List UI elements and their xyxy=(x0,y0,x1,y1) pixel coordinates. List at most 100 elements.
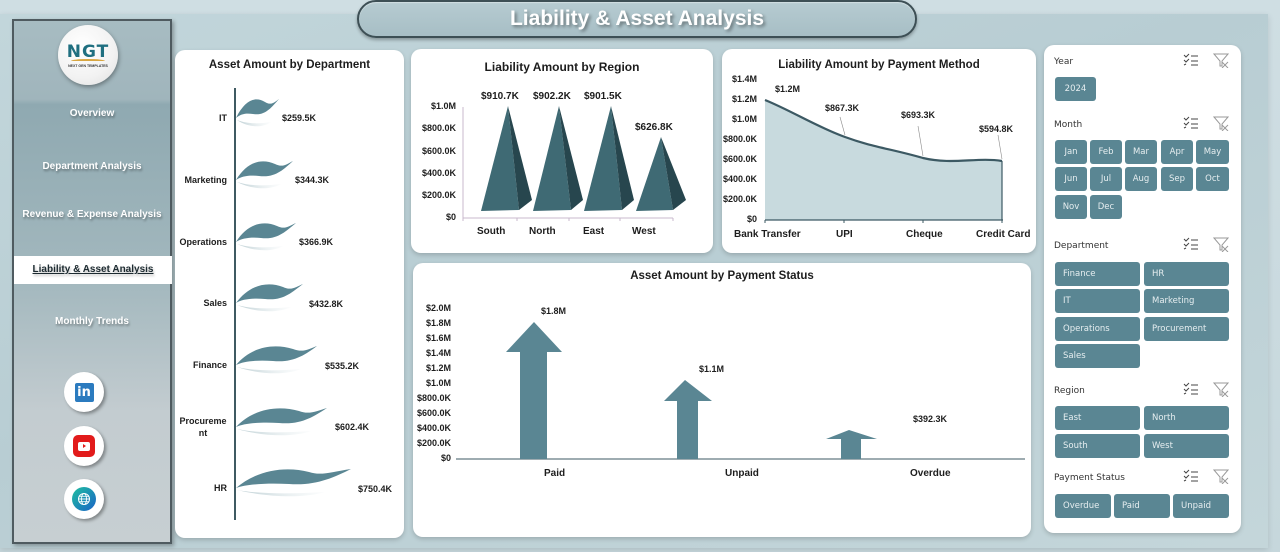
x-tick: Bank Transfer xyxy=(734,229,801,240)
filter-month-nov[interactable]: Nov xyxy=(1055,195,1087,219)
y-tick: $800.0K xyxy=(722,134,757,144)
filter-month-oct[interactable]: Oct xyxy=(1196,167,1229,191)
y-tick: $800.0K xyxy=(421,123,456,133)
filter-status-overdue[interactable]: Overdue xyxy=(1055,494,1111,518)
linkedin-icon: in xyxy=(74,382,94,402)
filter-region-east[interactable]: East xyxy=(1055,406,1140,430)
filter-department-finance[interactable]: Finance xyxy=(1055,262,1140,286)
filter-year-2024[interactable]: 2024 xyxy=(1055,77,1096,101)
category-label: Finance xyxy=(192,360,227,370)
filter-region-north[interactable]: North xyxy=(1144,406,1229,430)
filter-month-sep[interactable]: Sep xyxy=(1161,167,1193,191)
nav-overview[interactable]: Overview xyxy=(69,108,115,119)
sidebar: NGT NEXT GEN TEMPLATES Overview Departme… xyxy=(12,19,172,544)
y-tick: $1.0M xyxy=(425,378,451,388)
x-tick: Overdue xyxy=(910,468,951,479)
category-label: Marketing xyxy=(184,175,227,185)
y-tick: $600.0K xyxy=(421,146,456,156)
filter-department-marketing[interactable]: Marketing xyxy=(1144,289,1229,313)
page-title: Liability & Asset Analysis xyxy=(357,0,917,38)
data-label: $750.4K xyxy=(358,484,393,494)
data-label: $901.5K xyxy=(584,91,622,102)
chart-title: Liability Amount by Region xyxy=(484,60,640,74)
chart-title: Asset Amount by Payment Status xyxy=(630,270,814,282)
nav-department-analysis[interactable]: Department Analysis xyxy=(42,161,142,172)
filter-month-label: Month xyxy=(1054,120,1083,130)
data-label: $626.8K xyxy=(635,122,673,133)
y-tick: $800.0K xyxy=(416,393,451,403)
y-tick: $0 xyxy=(440,453,451,463)
y-tick: $400.0K xyxy=(722,174,757,184)
filter-department-it[interactable]: IT xyxy=(1055,289,1140,313)
y-tick: $1.2M xyxy=(425,363,451,373)
chart-asset-by-department: Asset Amount by Department xyxy=(175,50,404,538)
y-tick: $200.0K xyxy=(722,194,757,204)
data-label: $1.8M xyxy=(541,306,567,316)
clear-filter-icon[interactable] xyxy=(1213,237,1229,252)
filter-month-mar[interactable]: Mar xyxy=(1125,140,1157,164)
filter-department-procurement[interactable]: Procurement xyxy=(1144,317,1229,341)
filter-month-dec[interactable]: Dec xyxy=(1090,195,1122,219)
clear-filter-icon[interactable] xyxy=(1213,116,1229,131)
filter-month-may[interactable]: May xyxy=(1196,140,1229,164)
data-label: $366.9K xyxy=(299,237,334,247)
nav-liability-asset-analysis[interactable]: Liability & Asset Analysis xyxy=(14,256,172,284)
payment-method-area-plot xyxy=(764,98,1003,223)
x-tick: Paid xyxy=(544,468,566,479)
filter-month-jul[interactable]: Jul xyxy=(1090,167,1122,191)
filter-department-operations[interactable]: Operations xyxy=(1055,317,1140,341)
x-tick: North xyxy=(529,226,556,237)
x-tick: West xyxy=(632,226,656,237)
filter-month-apr[interactable]: Apr xyxy=(1161,140,1193,164)
category-label: Sales xyxy=(203,298,227,308)
filter-month-aug[interactable]: Aug xyxy=(1125,167,1157,191)
data-label: $1.1M xyxy=(699,364,725,374)
y-tick: $1.0M xyxy=(430,101,456,111)
clear-filter-icon[interactable] xyxy=(1213,469,1229,484)
filter-region-south[interactable]: South xyxy=(1055,434,1140,458)
filter-region-west[interactable]: West xyxy=(1144,434,1229,458)
website-button[interactable] xyxy=(64,479,104,519)
chart-title: Liability Amount by Payment Method xyxy=(778,59,980,71)
clear-filter-icon[interactable] xyxy=(1213,53,1229,68)
filter-month-jun[interactable]: Jun xyxy=(1055,167,1087,191)
multi-select-icon[interactable] xyxy=(1183,469,1199,483)
multi-select-icon[interactable] xyxy=(1183,116,1199,130)
filter-panel: Year 2024 Month Jan Feb Mar Apr May Jun … xyxy=(1044,45,1241,533)
youtube-icon xyxy=(73,435,95,457)
x-tick: South xyxy=(477,226,506,237)
ngt-logo: NGT NEXT GEN TEMPLATES xyxy=(58,25,118,85)
data-label: $867.3K xyxy=(825,103,860,113)
multi-select-icon[interactable] xyxy=(1183,237,1199,251)
chart-liability-by-region: Liability Amount by Region $1.0M $800.0K… xyxy=(411,49,713,253)
category-label: Operations xyxy=(179,237,227,247)
nav-revenue-expense-analysis[interactable]: Revenue & Expense Analysis xyxy=(22,209,162,220)
y-tick: $600.0K xyxy=(722,154,757,164)
category-label: Procureme nt xyxy=(179,416,227,438)
payment-status-arrows-plot xyxy=(456,322,1025,460)
clear-filter-icon[interactable] xyxy=(1213,382,1229,397)
filter-month-jan[interactable]: Jan xyxy=(1055,140,1087,164)
filter-status-unpaid[interactable]: Unpaid xyxy=(1173,494,1229,518)
nav-monthly-trends[interactable]: Monthly Trends xyxy=(55,316,129,327)
filter-status-paid[interactable]: Paid xyxy=(1114,494,1170,518)
data-label: $594.8K xyxy=(979,124,1014,134)
chart-asset-by-payment-status: Asset Amount by Payment Status $2.0M $1.… xyxy=(413,263,1031,537)
multi-select-icon[interactable] xyxy=(1183,382,1199,396)
data-label: $535.2K xyxy=(325,361,360,371)
y-tick: $1.4M xyxy=(425,348,451,358)
youtube-button[interactable] xyxy=(64,426,104,466)
logo-subtext: NEXT GEN TEMPLATES xyxy=(68,64,108,68)
multi-select-icon[interactable] xyxy=(1183,53,1199,67)
filter-month-feb[interactable]: Feb xyxy=(1090,140,1122,164)
data-label: $693.3K xyxy=(901,110,936,120)
linkedin-button[interactable]: in xyxy=(64,372,104,412)
filter-department-sales[interactable]: Sales xyxy=(1055,344,1140,368)
filter-year-label: Year xyxy=(1054,57,1074,67)
data-label: $259.5K xyxy=(282,113,317,123)
y-tick: $600.0K xyxy=(416,408,451,418)
filter-department-hr[interactable]: HR xyxy=(1144,262,1229,286)
filter-region-label: Region xyxy=(1054,386,1085,396)
x-tick: Credit Card xyxy=(976,229,1031,240)
y-tick: $0 xyxy=(746,214,757,224)
